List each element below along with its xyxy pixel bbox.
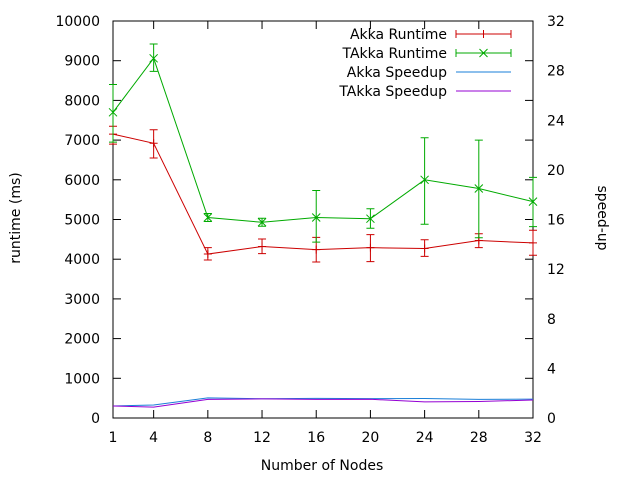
akka-runtime-point bbox=[258, 242, 267, 251]
series-takka-runtime bbox=[108, 43, 538, 243]
takka-runtime-point bbox=[366, 214, 375, 224]
y-tick-label: 3000 bbox=[64, 292, 100, 308]
y-tick-label: 8000 bbox=[64, 93, 100, 109]
takka-runtime-point bbox=[203, 213, 213, 222]
series-layer bbox=[108, 43, 538, 408]
y2-tick-label: 24 bbox=[547, 113, 565, 129]
series-akka-speedup bbox=[112, 397, 534, 407]
y-tick-label: 5000 bbox=[64, 213, 100, 229]
takka-runtime-line bbox=[112, 57, 534, 223]
akka-runtime-point bbox=[312, 245, 321, 254]
takka-runtime-point bbox=[108, 107, 118, 117]
y2-axis-label: speed-up bbox=[594, 185, 610, 250]
akka-runtime-point bbox=[420, 244, 429, 253]
takka-runtime-errorbar bbox=[109, 84, 117, 143]
x-tick-label: 4 bbox=[149, 430, 158, 446]
x-tick-label: 16 bbox=[307, 430, 325, 446]
takka-runtime-errorbar bbox=[420, 137, 429, 225]
legend-label-akka-runtime: Akka Runtime bbox=[350, 27, 447, 43]
akka-runtime-point bbox=[529, 238, 537, 247]
y-tick-label: 2000 bbox=[64, 332, 100, 348]
legend-errorbar-akka-runtime bbox=[455, 30, 512, 38]
y2-tick-label: 32 bbox=[547, 14, 565, 30]
akka-runtime-point bbox=[203, 250, 212, 259]
legend-errorbar-takka-runtime bbox=[455, 49, 512, 57]
y2-tick-label: 8 bbox=[547, 312, 556, 328]
legend-marker-takka-runtime bbox=[479, 48, 488, 58]
akka-runtime-point bbox=[149, 139, 158, 148]
y2-tick-label: 16 bbox=[547, 213, 565, 229]
x-axis-label: Number of Nodes bbox=[261, 458, 383, 474]
y2-tick-label: 0 bbox=[547, 411, 556, 427]
legend-label-akka-speedup: Akka Speedup bbox=[347, 65, 447, 81]
series-akka-runtime bbox=[109, 125, 537, 263]
legend-label-takka-runtime: TAkka Runtime bbox=[341, 46, 447, 62]
takka-runtime-point bbox=[420, 175, 429, 185]
x-tick-label: 32 bbox=[524, 430, 542, 446]
y-tick-label: 6000 bbox=[64, 173, 100, 189]
akka-runtime-point bbox=[366, 243, 375, 252]
akka-speedup-line bbox=[112, 397, 534, 407]
takka-runtime-point bbox=[149, 53, 158, 63]
x-tick-label: 8 bbox=[203, 430, 212, 446]
y-tick-label: 1000 bbox=[64, 371, 100, 387]
legend: Akka Runtime TAkka Runtime Akka Speedup TAk… bbox=[338, 27, 512, 100]
x-tick-label: 12 bbox=[253, 430, 271, 446]
y-tick-label: 7000 bbox=[64, 133, 100, 149]
legend-marker-akka-runtime bbox=[479, 30, 488, 38]
y2-tick-label: 12 bbox=[547, 262, 565, 278]
y-tick-label: 0 bbox=[91, 411, 100, 427]
x-tick-label: 1 bbox=[109, 430, 118, 446]
y2-tick-label: 4 bbox=[547, 361, 556, 377]
akka-runtime-line bbox=[112, 133, 534, 255]
y2-tick-label: 28 bbox=[547, 64, 565, 80]
y-axis-label: runtime (ms) bbox=[8, 172, 24, 263]
series-takka-speedup bbox=[112, 398, 534, 408]
takka-speedup-line bbox=[112, 398, 534, 408]
y-tick-label: 4000 bbox=[64, 252, 100, 268]
takka-runtime-point bbox=[528, 197, 538, 206]
x-tick-label: 20 bbox=[362, 430, 380, 446]
x-tick-label: 24 bbox=[416, 430, 434, 446]
takka-runtime-point bbox=[311, 213, 321, 222]
takka-runtime-point bbox=[474, 184, 484, 193]
y-tick-label: 10000 bbox=[55, 14, 100, 30]
takka-runtime-errorbar bbox=[312, 190, 321, 243]
y2-tick-label: 20 bbox=[547, 163, 565, 179]
legend-label-takka-speedup: TAkka Speedup bbox=[338, 84, 447, 100]
ticks-layer: 0 1000 2000 3000 4000 5000 6000 7000 8000 9000 100… bbox=[55, 14, 564, 446]
plot-frame bbox=[112, 20, 534, 419]
x-tick-label: 28 bbox=[470, 430, 488, 446]
takka-runtime-point bbox=[257, 217, 267, 227]
y-tick-label: 9000 bbox=[64, 54, 100, 70]
